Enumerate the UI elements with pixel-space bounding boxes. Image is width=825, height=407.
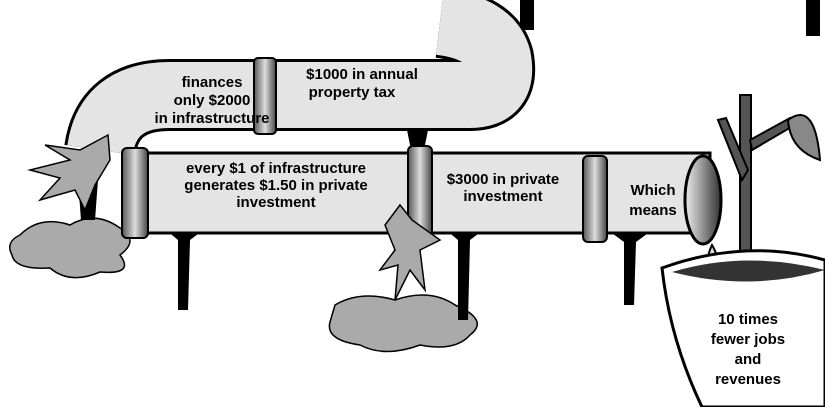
pipe-joint	[583, 156, 607, 242]
page: {"labels": { "upper_left": {"lines": ["f…	[0, 0, 825, 407]
label-line: $1000 in annual	[306, 66, 418, 83]
pipe-mouth	[685, 156, 721, 244]
leak	[30, 135, 110, 210]
label-line: revenues	[715, 371, 781, 388]
pipe-joint	[122, 148, 148, 238]
label-line: property tax	[309, 84, 396, 101]
label-line: only $2000	[174, 92, 251, 109]
puddle	[10, 218, 130, 277]
puddle	[329, 295, 477, 351]
branch	[750, 118, 793, 150]
label-line: $3000 in private	[447, 171, 560, 188]
plant	[718, 95, 820, 265]
support	[160, 225, 210, 310]
label-line: in infrastructure	[154, 110, 269, 127]
label-line: investment	[463, 188, 542, 205]
post	[806, 0, 820, 36]
label-line: finances	[182, 74, 243, 91]
label-line: 10 times	[718, 311, 778, 328]
body: finances only $2000 in infrastructure $1…	[0, 0, 825, 407]
label-line: and	[735, 351, 762, 368]
label-line: means	[629, 202, 677, 219]
label-line: investment	[236, 194, 315, 211]
label-line: every $1 of infrastructure	[186, 160, 366, 177]
leaf	[788, 115, 820, 160]
label-line: Which	[631, 182, 676, 199]
support	[605, 228, 655, 305]
label-line: fewer jobs	[711, 331, 785, 348]
illustration: finances only $2000 in infrastructure $1…	[0, 0, 825, 407]
label-line: generates $1.50 in private	[184, 177, 367, 194]
